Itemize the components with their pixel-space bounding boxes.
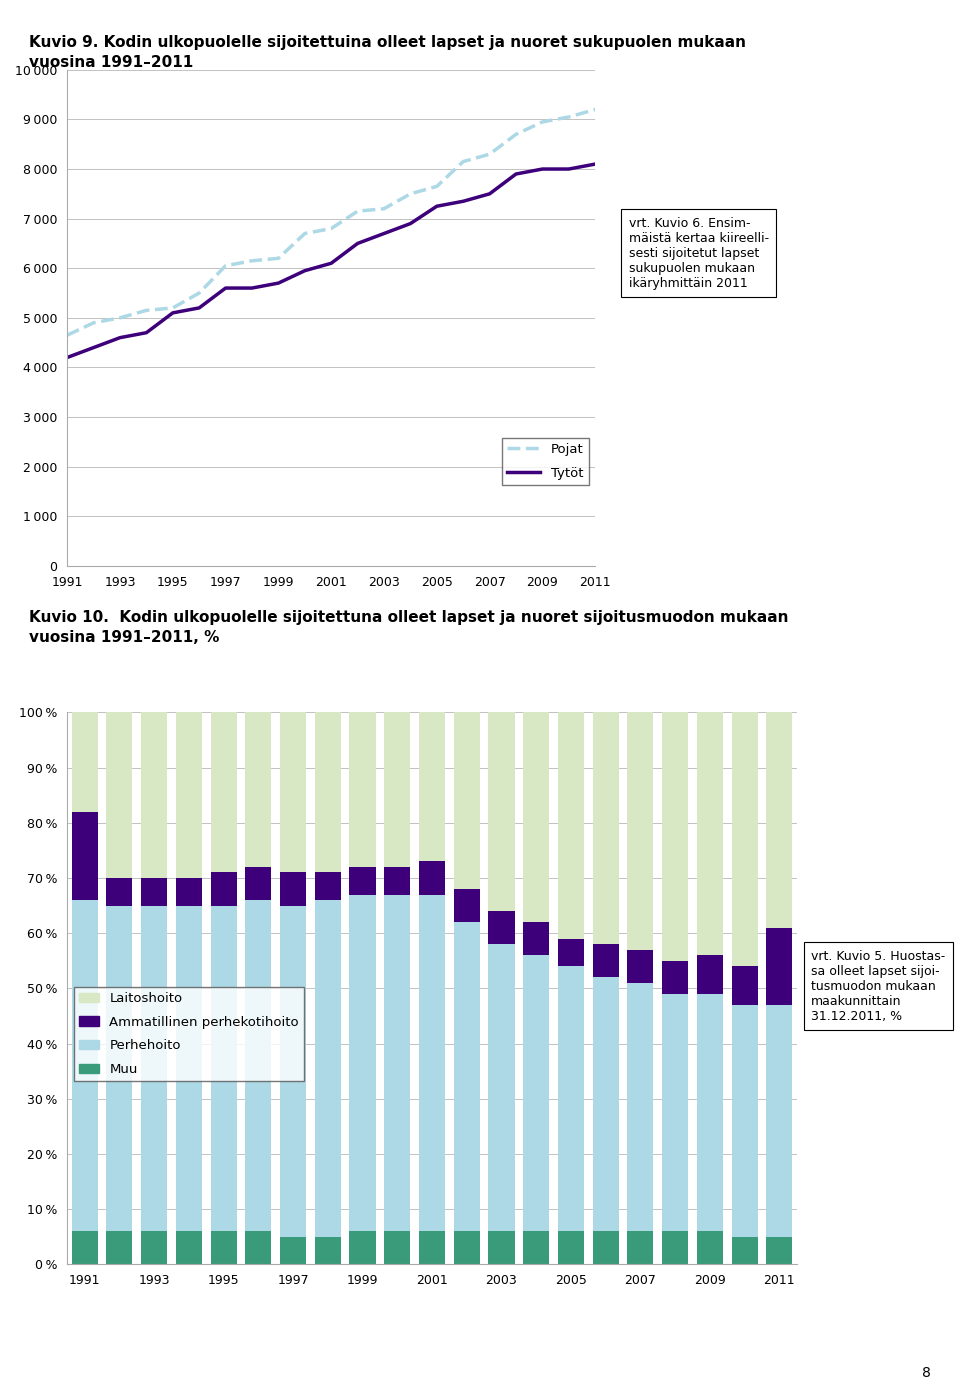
Bar (766, 1236, 792, 1264)
Bar (245, 900, 272, 1231)
Bar (489, 911, 515, 944)
Text: 8: 8 (923, 1366, 931, 1380)
Bar (558, 939, 584, 967)
Bar (592, 978, 619, 1231)
Text: Kuvio 10.  Kodin ulkopuolelle sijoitettuna olleet lapset ja nuoret sijoitusmuodo: Kuvio 10. Kodin ulkopuolelle sijoitettun… (29, 610, 788, 645)
Bar (662, 1231, 688, 1264)
Text: vrt. Kuvio 6. Ensim-
mäistä kertaa kiireelli-
sesti sijoitetut lapset
sukupuolen: vrt. Kuvio 6. Ensim- mäistä kertaa kiire… (629, 217, 769, 289)
Bar (210, 712, 236, 873)
Bar (766, 1004, 792, 1236)
Bar (349, 1231, 375, 1264)
Bar (662, 961, 688, 993)
Bar (419, 894, 445, 1231)
Bar (72, 812, 98, 900)
Bar (141, 1231, 167, 1264)
Bar (419, 712, 445, 862)
Bar (315, 712, 341, 873)
Bar (349, 712, 375, 868)
Bar (523, 956, 549, 1231)
Bar (489, 944, 515, 1231)
Bar (315, 1236, 341, 1264)
Bar (176, 879, 202, 905)
Bar (384, 894, 410, 1231)
Bar (732, 712, 757, 967)
Legend: Pojat, Tytöt: Pojat, Tytöt (502, 437, 588, 485)
Bar (210, 905, 236, 1231)
Bar (141, 712, 167, 879)
Bar (280, 873, 306, 905)
Bar (210, 1231, 236, 1264)
Bar (245, 1231, 272, 1264)
Bar (72, 1231, 98, 1264)
Bar (384, 868, 410, 894)
Bar (592, 944, 619, 978)
Bar (558, 967, 584, 1231)
Bar (523, 712, 549, 922)
Bar (489, 1231, 515, 1264)
Bar (280, 905, 306, 1236)
Bar (558, 1231, 584, 1264)
Bar (732, 1236, 757, 1264)
Bar (592, 1231, 619, 1264)
Bar (419, 1231, 445, 1264)
Bar (141, 879, 167, 905)
Bar (107, 879, 132, 905)
Bar (697, 1231, 723, 1264)
Bar (766, 928, 792, 1004)
Bar (245, 712, 272, 868)
Bar (662, 993, 688, 1231)
Text: Kuvio 9. Kodin ulkopuolelle sijoitettuina olleet lapset ja nuoret sukupuolen muk: Kuvio 9. Kodin ulkopuolelle sijoitettuin… (29, 35, 746, 70)
Bar (72, 900, 98, 1231)
Bar (454, 888, 480, 922)
Bar (107, 1231, 132, 1264)
Bar (245, 868, 272, 900)
Bar (662, 712, 688, 961)
Bar (454, 922, 480, 1231)
Bar (384, 712, 410, 868)
Bar (280, 712, 306, 873)
Bar (489, 712, 515, 911)
Bar (349, 868, 375, 894)
Bar (349, 894, 375, 1231)
Bar (697, 712, 723, 956)
Bar (732, 1004, 757, 1236)
Bar (697, 993, 723, 1231)
Bar (592, 712, 619, 944)
Bar (419, 862, 445, 894)
Bar (628, 983, 654, 1231)
Bar (454, 712, 480, 888)
Bar (176, 712, 202, 879)
Bar (176, 1231, 202, 1264)
Text: vrt. Kuvio 5. Huostas-
sa olleet lapset sijoi-
tusmuodon mukaan
maakunnittain
31: vrt. Kuvio 5. Huostas- sa olleet lapset … (811, 950, 946, 1023)
Bar (523, 1231, 549, 1264)
Bar (384, 1231, 410, 1264)
Bar (558, 712, 584, 939)
Bar (72, 712, 98, 812)
Bar (628, 712, 654, 950)
Bar (210, 873, 236, 905)
Bar (107, 712, 132, 879)
Bar (766, 712, 792, 928)
Bar (732, 967, 757, 1004)
Bar (141, 905, 167, 1231)
Bar (280, 1236, 306, 1264)
Bar (628, 1231, 654, 1264)
Bar (523, 922, 549, 956)
Bar (107, 905, 132, 1231)
Bar (454, 1231, 480, 1264)
Legend: Laitoshoito, Ammatillinen perhekotihoito, Perhehoito, Muu: Laitoshoito, Ammatillinen perhekotihoito… (74, 986, 304, 1081)
Bar (697, 956, 723, 993)
Bar (176, 905, 202, 1231)
Bar (315, 873, 341, 900)
Bar (628, 950, 654, 983)
Bar (315, 900, 341, 1236)
